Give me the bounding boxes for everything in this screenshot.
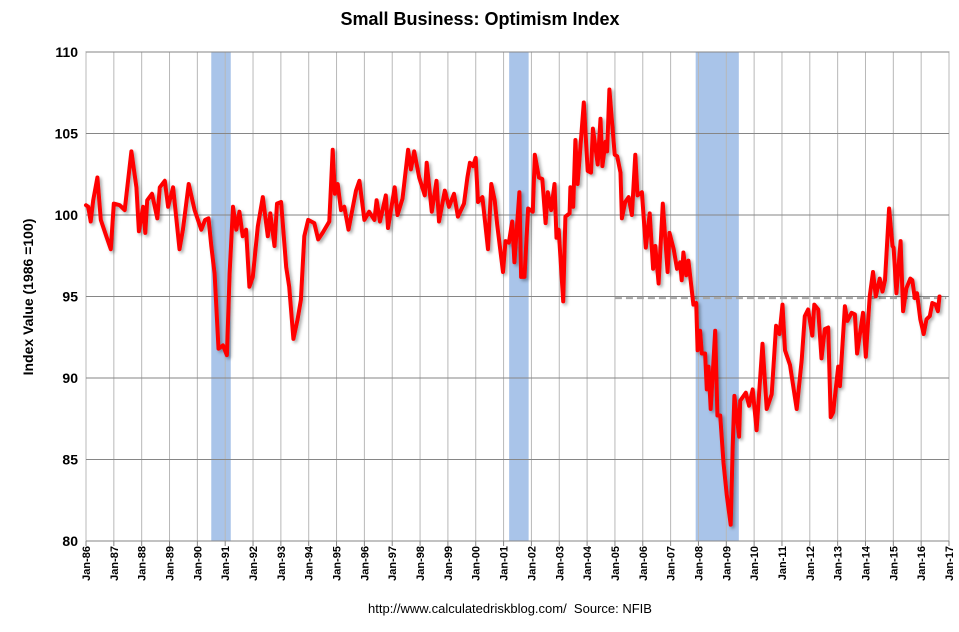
y-tick-label: 85	[62, 452, 78, 468]
x-tick-label: Jan-10	[749, 546, 761, 581]
x-tick-label: Jan-14	[860, 545, 872, 581]
x-tick-label: Jan-95	[332, 546, 344, 581]
grid-lines	[85, 51, 950, 542]
x-tick-label: Jan-94	[304, 545, 316, 581]
x-tick-label: Jan-87	[109, 546, 121, 581]
x-tick-label: Jan-08	[693, 546, 705, 581]
x-tick-label: Jan-89	[165, 546, 177, 581]
x-tick-label: Jan-98	[415, 546, 427, 581]
x-tick-label: Jan-96	[359, 546, 371, 581]
series-group	[84, 87, 942, 527]
x-tick-label: Jan-07	[666, 546, 678, 581]
series-line	[84, 87, 942, 527]
x-tick-label: Jan-16	[916, 546, 928, 581]
x-tick-label: Jan-00	[471, 546, 483, 581]
x-tick-label: Jan-92	[248, 546, 260, 581]
y-tick-label: 95	[62, 289, 78, 305]
y-tick-label: 90	[62, 370, 78, 386]
y-axis-ticks: 80 85 90 95 100 105 110	[55, 44, 79, 549]
x-tick-label: Jan-90	[192, 546, 204, 581]
x-tick-label: Jan-09	[721, 546, 733, 581]
x-tick-label: Jan-11	[777, 546, 789, 580]
x-tick-label: Jan-12	[805, 546, 817, 581]
x-axis-ticks: Jan-86 Jan-87 Jan-88 Jan-89 Jan-90 Jan-91 Jan-…	[81, 541, 956, 581]
y-axis-label: Index Value (1986 =100)	[20, 219, 36, 376]
y-tick-label: 110	[55, 44, 78, 60]
x-tick-label: Jan-06	[638, 546, 650, 581]
chart-title: Small Business: Optimism Index	[340, 9, 619, 29]
x-tick-label: Jan-99	[443, 546, 455, 581]
x-tick-label: Jan-88	[137, 546, 149, 581]
x-tick-label: Jan-13	[833, 546, 845, 581]
x-tick-label: Jan-93	[276, 546, 288, 581]
y-tick-label: 80	[62, 533, 78, 549]
x-tick-label: Jan-91	[220, 546, 232, 581]
x-tick-label: Jan-86	[81, 546, 93, 581]
y-tick-label: 100	[55, 207, 79, 223]
x-tick-label: Jan-15	[888, 546, 900, 581]
source-note: http://www.calculatedriskblog.com/ Sourc…	[368, 601, 652, 616]
x-tick-label: Jan-05	[610, 546, 622, 581]
x-tick-label: Jan-97	[387, 546, 399, 581]
y-tick-label: 105	[55, 126, 79, 142]
x-tick-label: Jan-03	[554, 546, 566, 581]
x-tick-label: Jan-02	[526, 546, 538, 581]
x-tick-label: Jan-04	[582, 545, 594, 581]
x-tick-label: Jan-01	[499, 546, 511, 581]
x-tick-label: Jan-17	[944, 546, 956, 581]
